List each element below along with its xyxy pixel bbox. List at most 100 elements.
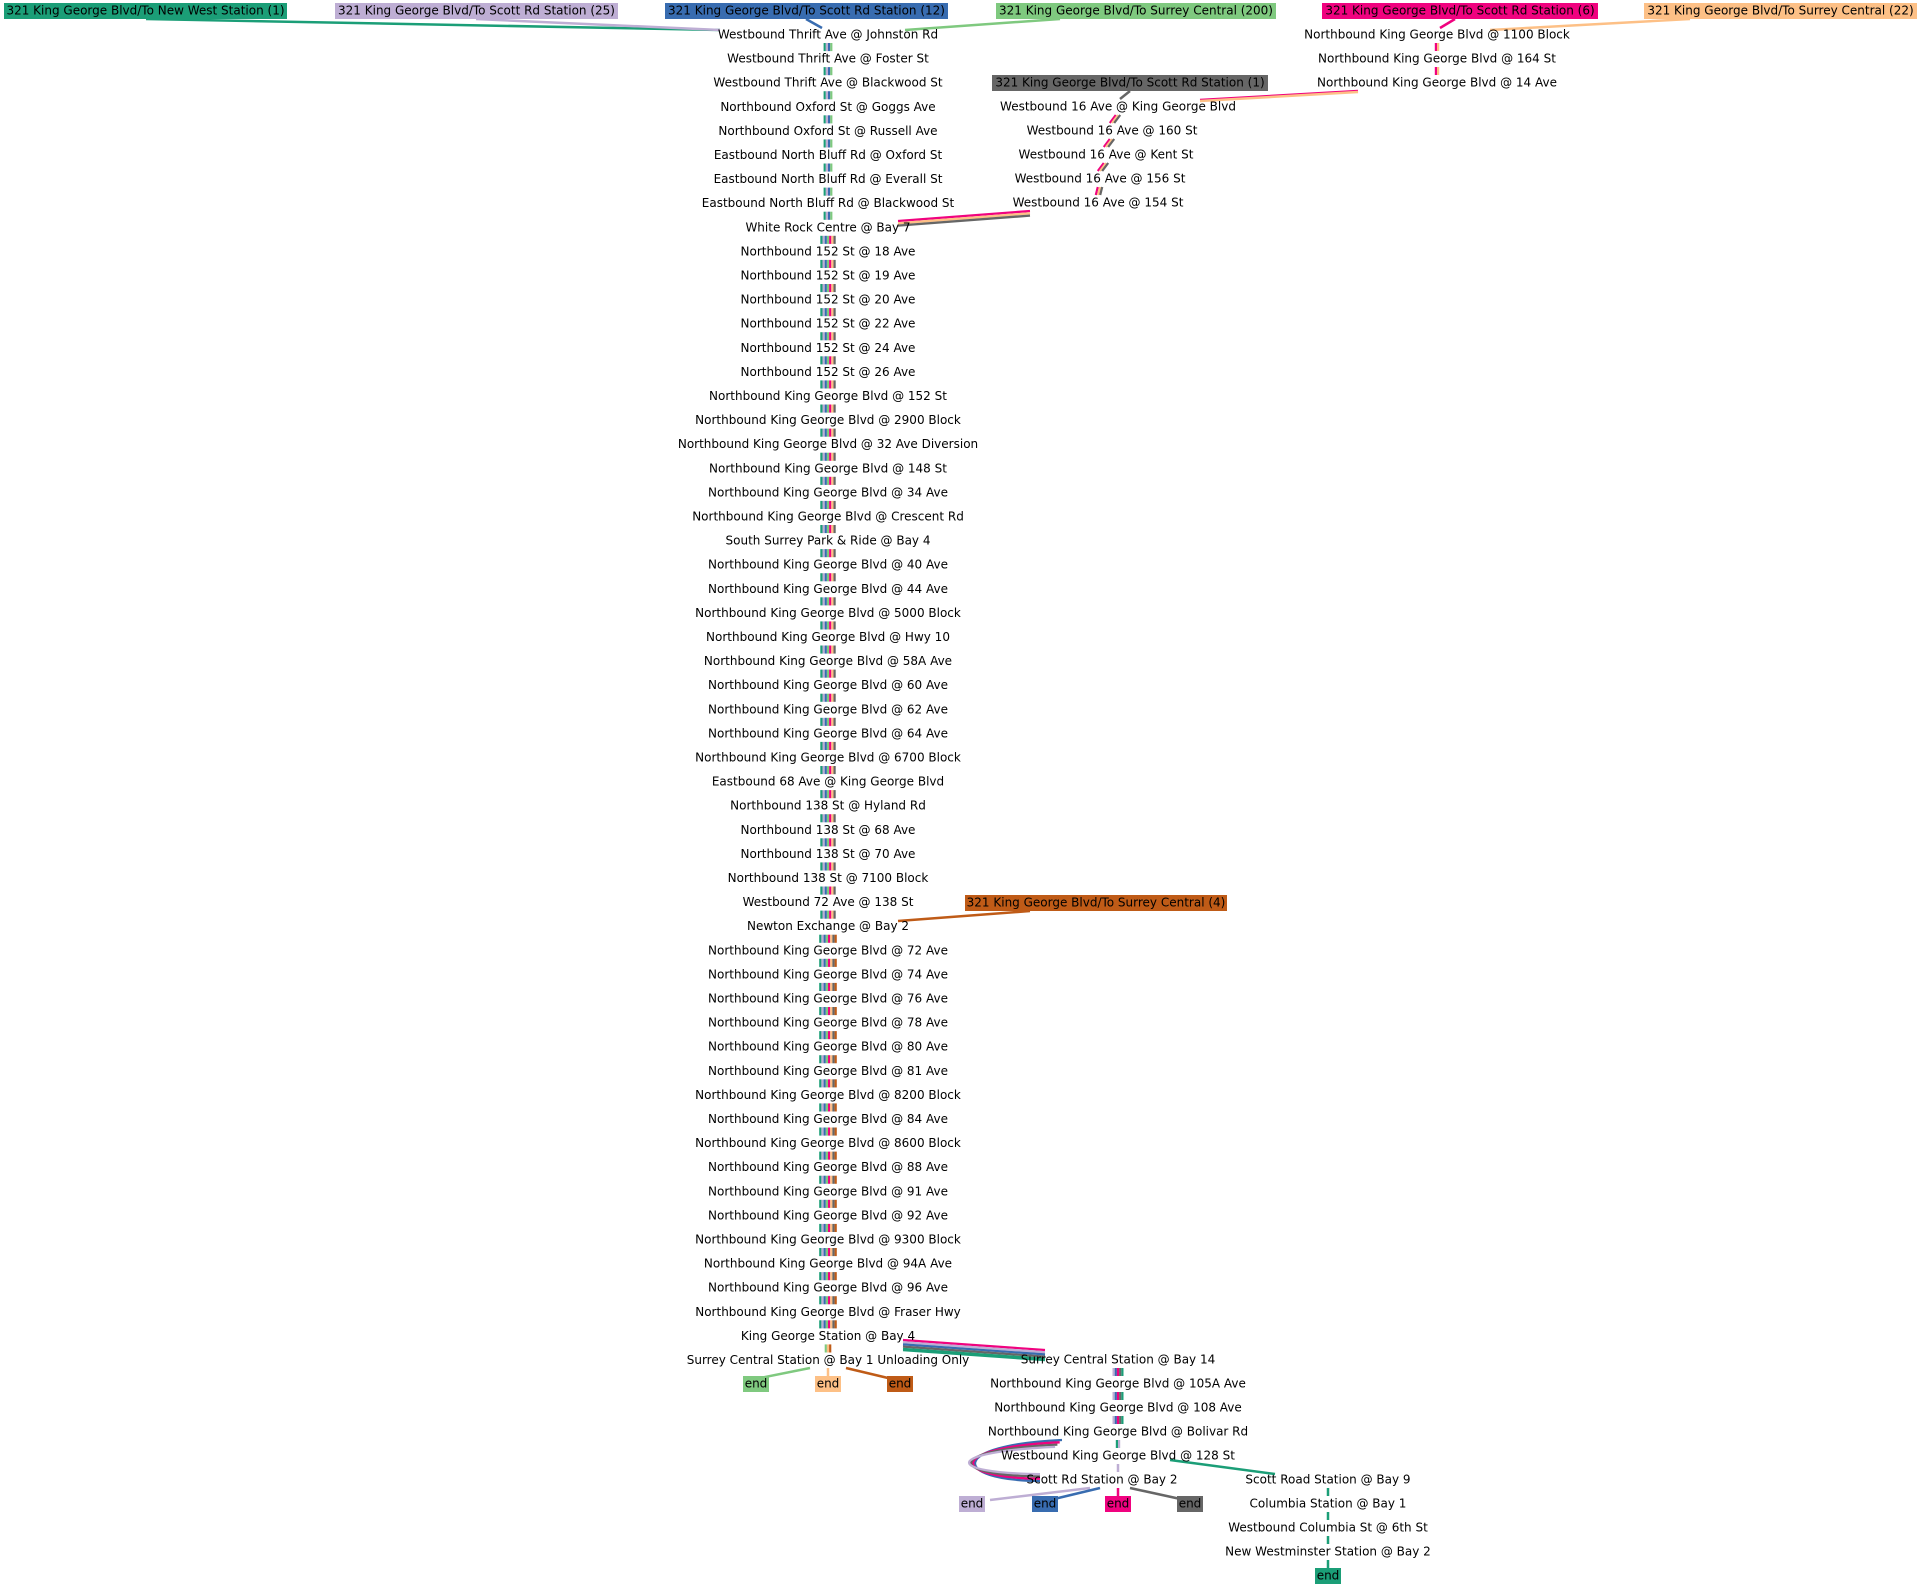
stop-label: Northbound 152 St @ 19 Ave	[741, 269, 916, 283]
stop-label: Northbound King George Blvd @ 32 Ave Div…	[678, 437, 978, 451]
stop-label: Northbound King George Blvd @ 44 Ave	[708, 582, 948, 596]
end-box	[1105, 1496, 1131, 1512]
stop-label: Northbound King George Blvd @ 92 Ave	[708, 1208, 948, 1222]
route-header-box	[1322, 3, 1598, 19]
branch-16ave-strand	[1101, 162, 1110, 172]
route-header-scott-25: 321 King George Blvd/To Scott Rd Station…	[335, 3, 618, 19]
route-header-label: 321 King George Blvd/To Surrey Central (…	[967, 896, 1226, 910]
stop-label: Northbound King George Blvd @ 14 Ave	[1317, 76, 1557, 90]
end-label: end	[889, 1377, 912, 1391]
edge-16ave-to-whiterock	[897, 212, 1031, 225]
edge-to-end	[989, 1486, 1091, 1502]
stop-label: Northbound King George Blvd @ 108 Ave	[994, 1401, 1242, 1415]
stop-label: Northbound King George Blvd @ 60 Ave	[708, 678, 948, 692]
route-header-box	[665, 3, 948, 19]
end-scott-1: end	[1177, 1496, 1203, 1512]
stop-label: Northbound King George Blvd @ 94A Ave	[704, 1257, 952, 1271]
stop-label: Westbound Thrift Ave @ Johnston Rd	[718, 28, 938, 42]
stop-label: Northbound King George Blvd @ Hwy 10	[706, 630, 950, 644]
route-header-label: 321 King George Blvd/To Scott Rd Station…	[668, 4, 945, 18]
route-edges	[145, 17, 1691, 1568]
stop-label: Northbound King George Blvd @ 148 St	[709, 461, 947, 475]
stop-label: Northbound King George Blvd @ 105A Ave	[990, 1377, 1246, 1391]
end-surrey-4: end	[887, 1376, 913, 1392]
route-header-label: 321 King George Blvd/To Scott Rd Station…	[1325, 4, 1594, 18]
edge-16ave-to-whiterock	[897, 214, 1031, 227]
route-header-scott-6: 321 King George Blvd/To Scott Rd Station…	[1322, 3, 1598, 19]
stop-label: South Surrey Park & Ride @ Bay 4	[726, 534, 931, 548]
route-headers: 321 King George Blvd/To New West Station…	[4, 3, 1917, 911]
stop-label: Northbound 152 St @ 20 Ave	[741, 293, 916, 307]
stop-label: Westbound King George Blvd @ 128 St	[1001, 1449, 1235, 1463]
end-label: end	[1034, 1497, 1057, 1511]
stop-label: Northbound 138 St @ Hyland Rd	[730, 799, 926, 813]
loop-bolivar-to-scott	[970, 1443, 1058, 1478]
edge-scott-6	[1439, 17, 1456, 30]
stop-label: New Westminster Station @ Bay 2	[1225, 1545, 1431, 1559]
edge-128-to-scottroad	[1169, 1458, 1276, 1476]
end-box	[1032, 1496, 1058, 1512]
route-header-box	[4, 3, 287, 19]
loop-bolivar-to-scott	[974, 1438, 1063, 1483]
edge-to-end	[845, 1366, 889, 1380]
loop-bolivar-to-scott	[972, 1441, 1060, 1480]
stop-label: Northbound King George Blvd @ 64 Ave	[708, 726, 948, 740]
stop-label: Eastbound North Bluff Rd @ Everall St	[714, 172, 943, 186]
stop-label: Surrey Central Station @ Bay 1 Unloading…	[687, 1353, 970, 1367]
stop-label: Northbound 138 St @ 68 Ave	[741, 823, 916, 837]
stop-label: Westbound 16 Ave @ 156 St	[1015, 172, 1186, 186]
route-header-scott-1: 321 King George Blvd/To Scott Rd Station…	[992, 75, 1268, 91]
stop-label: Northbound King George Blvd @ 8600 Block	[695, 1136, 961, 1150]
branch-16ave-strand	[1099, 186, 1104, 196]
stop-label: Northbound King George Blvd @ Fraser Hwy	[695, 1305, 961, 1319]
branch-16ave-strand	[1099, 162, 1107, 172]
end-label: end	[817, 1377, 840, 1391]
stop-label: Eastbound 68 Ave @ King George Blvd	[712, 775, 944, 789]
end-label: end	[1317, 1569, 1340, 1583]
route-header-new-west-1: 321 King George Blvd/To New West Station…	[4, 3, 287, 19]
branch-16ave-strand	[1096, 162, 1105, 172]
branch-16ave-strand	[1111, 114, 1119, 124]
stop-label: Northbound King George Blvd @ 74 Ave	[708, 967, 948, 981]
end-box	[887, 1376, 913, 1392]
stop-label: Northbound 152 St @ 18 Ave	[741, 244, 916, 258]
end-box	[1177, 1496, 1203, 1512]
stop-label: Westbound 16 Ave @ 154 St	[1013, 196, 1184, 210]
stop-label: Northbound King George Blvd @ 91 Ave	[708, 1184, 948, 1198]
end-label: end	[1107, 1497, 1130, 1511]
stop-label: Westbound 72 Ave @ 138 St	[743, 895, 914, 909]
edge-surrey-200	[904, 17, 1061, 32]
stop-bars	[819, 43, 1440, 1448]
stop-label: Northbound King George Blvd @ 62 Ave	[708, 702, 948, 716]
route-header-box	[335, 3, 618, 19]
end-label: end	[961, 1497, 984, 1511]
stop-label: Westbound Thrift Ave @ Foster St	[727, 52, 929, 66]
stop-label: Northbound King George Blvd @ 8200 Block	[695, 1088, 961, 1102]
end-label: end	[745, 1377, 768, 1391]
stop-label: Northbound 152 St @ 26 Ave	[741, 365, 916, 379]
route-header-label: 321 King George Blvd/To Scott Rd Station…	[995, 76, 1264, 90]
end-box	[959, 1496, 985, 1512]
stop-label: Northbound King George Blvd @ 58A Ave	[704, 654, 952, 668]
edge-kg-to-bay14	[902, 1341, 1046, 1354]
stop-label: Northbound King George Blvd @ 1100 Block	[1304, 28, 1570, 42]
stop-label: Northbound 152 St @ 24 Ave	[741, 341, 916, 355]
route-header-label: 321 King George Blvd/To Scott Rd Station…	[338, 4, 615, 18]
stop-label: Northbound King George Blvd @ 72 Ave	[708, 943, 948, 957]
stop-label: Northbound King George Blvd @ 2900 Block	[695, 413, 961, 427]
edge-16ave-to-whiterock	[897, 209, 1031, 223]
end-box	[1315, 1568, 1341, 1584]
edge-kg-to-bay14	[902, 1338, 1046, 1352]
stop-label: Northbound King George Blvd @ 5000 Block	[695, 606, 961, 620]
end-surrey-200: end	[743, 1376, 769, 1392]
route-header-box	[992, 75, 1268, 91]
edge-scott-25	[475, 17, 721, 32]
route-header-label: 321 King George Blvd/To New West Station…	[6, 4, 284, 18]
branch-16ave-strand	[1102, 138, 1111, 148]
edge-surrey-4	[897, 909, 1031, 923]
route-header-label: 321 King George Blvd/To Surrey Central (…	[999, 4, 1273, 18]
stop-labels: Westbound Thrift Ave @ Johnston Rd Westbo…	[678, 28, 1570, 1559]
branch-16ave-strand	[1094, 186, 1099, 196]
stop-label: Northbound King George Blvd @ 40 Ave	[708, 558, 948, 572]
